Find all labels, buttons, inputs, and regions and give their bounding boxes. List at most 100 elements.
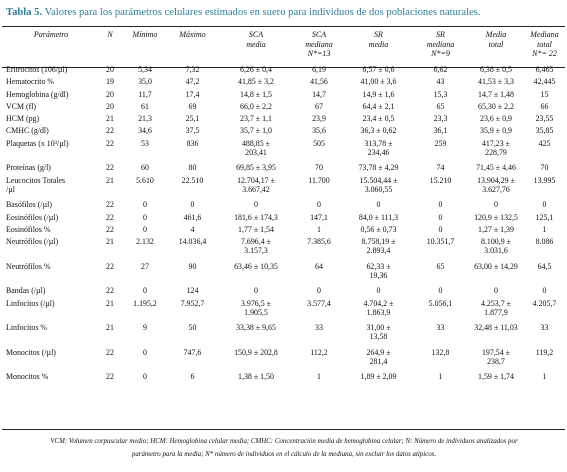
value-cell: 31,00 ±13,58 xyxy=(344,322,413,347)
value-cell: 0 xyxy=(413,199,468,211)
value-cell: 0 xyxy=(123,347,167,372)
value-cell: 22.510 xyxy=(167,175,218,200)
header-line: Mediana xyxy=(530,30,559,39)
cell-line: 23,3 xyxy=(433,114,448,124)
value-cell: 21 xyxy=(97,236,123,261)
cell-line: 31,00 ± xyxy=(366,323,391,333)
value-cell: 132,8 xyxy=(413,347,468,372)
value-cell: 14.036,4 xyxy=(167,236,218,261)
value-cell: 20 xyxy=(97,101,123,113)
value-cell: 181,6 ± 174,3 xyxy=(218,212,294,224)
value-cell: 63,00 ± 14,29 xyxy=(468,261,524,286)
cell-line: 80 xyxy=(188,163,197,173)
cell-line: 1,89 ± 2,09 xyxy=(360,372,397,382)
table-row: Neutrófilos (/µl) 21 2.132 14.036,4 7.696,4 … xyxy=(2,236,565,261)
cell-line: 0 xyxy=(376,286,381,296)
value-cell: 42,445 xyxy=(524,76,565,88)
cell-line: 0 xyxy=(438,224,443,234)
value-cell: 14,8 ± 1,5 xyxy=(218,89,294,101)
header-line: media xyxy=(246,39,266,49)
bottom-rule xyxy=(2,429,565,431)
cell-line: 22 xyxy=(106,138,114,148)
header-line: SR xyxy=(436,30,445,39)
cell-line: 0 xyxy=(542,286,547,296)
value-cell: 0 xyxy=(524,199,565,211)
value-cell: 69,85 ± 3,95 xyxy=(218,162,294,174)
column-header: SCA media xyxy=(218,27,294,64)
cell-line: 234,46 xyxy=(367,147,390,157)
value-cell: 37,5 xyxy=(167,125,218,137)
cell-line: 313,78 ± xyxy=(364,138,393,148)
value-cell: 6,57 ± 0,6 xyxy=(344,64,413,76)
value-cell: 15 xyxy=(524,89,565,101)
table-row: Hemoglobina (g/dl) 20 11,7 17,4 14,8 ± 1,5 14… xyxy=(2,89,565,101)
cell-line: 1,27 ± 1,39 xyxy=(478,224,514,234)
value-cell: 0 xyxy=(167,199,218,211)
value-cell: 0 xyxy=(123,285,167,297)
cell-line: 147,1 xyxy=(310,212,328,222)
cell-line: 70 xyxy=(540,163,549,173)
value-cell: 4.253,7 ±1.877,9 xyxy=(468,298,524,323)
value-cell: 90 xyxy=(167,261,218,286)
cell-line: 1 xyxy=(542,372,547,382)
value-cell: 0 xyxy=(123,224,167,236)
value-cell: 11.700 xyxy=(294,175,344,200)
cell-line: 6,465 xyxy=(535,65,554,74)
cell-line: 15 xyxy=(540,89,549,99)
cell-line: CMHC (g/dl) xyxy=(6,126,49,136)
cell-line: 17,4 xyxy=(185,89,200,99)
value-cell: 22 xyxy=(97,261,123,286)
cell-line: 0 xyxy=(143,347,147,357)
cell-line: 33 xyxy=(540,323,549,333)
value-cell: 14,7 ± 1,48 xyxy=(468,89,524,101)
value-cell: 488,85 ±203,41 xyxy=(218,138,294,163)
cell-line: 42,445 xyxy=(533,77,556,87)
value-cell: 21 xyxy=(97,113,123,125)
cell-line: 13.904,29 ± xyxy=(477,175,515,185)
cell-line: 22 xyxy=(106,372,114,382)
value-cell: 35,6 xyxy=(294,125,344,137)
cell-line: 21 xyxy=(106,175,114,185)
cell-line: 71,45 ± 4,46 xyxy=(476,163,516,173)
cell-line: 6 xyxy=(190,372,195,382)
cell-line: 8.100,9 ± xyxy=(481,237,511,247)
cell-line: 7.696,4 ± xyxy=(241,237,271,247)
value-cell: 313,78 ±234,46 xyxy=(344,138,413,163)
value-cell: 7.952,7 xyxy=(167,298,218,323)
table-footnote: VCM: Volumen corpuscular medio; HCM: Hem… xyxy=(4,435,564,461)
cell-line: 41,85 ± 3,2 xyxy=(238,77,274,87)
cell-line: 41,53 ± 3,3 xyxy=(478,77,514,87)
cell-line: 65 xyxy=(436,101,445,111)
value-cell: 2.132 xyxy=(123,236,167,261)
value-cell: 66,0 ± 2,2 xyxy=(218,101,294,113)
cell-line: 5.610 xyxy=(136,175,154,185)
table-row: Monocitos % 22 0 6 1,38 ± 1,50 1 1,89 ± 2,09 1 1… xyxy=(2,371,565,383)
value-cell: 3.577,4 xyxy=(294,298,344,323)
cell-line: 5.056,1 xyxy=(428,298,453,308)
cell-line: 25,1 xyxy=(185,114,200,124)
value-cell: 23,6 ± 0,9 xyxy=(468,113,524,125)
cell-line: 1,59 ± 1,74 xyxy=(478,372,514,382)
value-cell: 50 xyxy=(167,322,218,347)
value-cell: 0 xyxy=(344,285,413,297)
cell-line: 20 xyxy=(106,65,114,74)
cell-line: 70 xyxy=(315,163,323,173)
value-cell: 5.056,1 xyxy=(413,298,468,323)
parameter-cell: Hematocrito % xyxy=(2,76,97,88)
cell-line: 50 xyxy=(188,323,197,333)
value-cell: 0 xyxy=(413,212,468,224)
value-cell: 33 xyxy=(294,322,344,347)
cell-line: 1 xyxy=(438,372,443,382)
cell-line: 124 xyxy=(186,286,199,296)
cell-line: 35,9 ± 0,9 xyxy=(480,126,512,136)
parameter-cell: Linfocitos % xyxy=(2,322,97,347)
cell-line: 132,8 xyxy=(431,347,450,357)
value-cell: 3.976,5 ±1.905,5 xyxy=(218,298,294,323)
cell-line: 7.385,6 xyxy=(307,237,331,247)
cell-line: 259 xyxy=(434,138,447,148)
table-row: Bandas (/µl) 22 0 124 0 0 0 0 0 0 xyxy=(2,285,565,297)
column-header: N xyxy=(97,27,123,64)
cell-line: 22 xyxy=(106,212,114,222)
cell-line: 64 xyxy=(315,261,323,271)
value-cell: 43 xyxy=(413,76,468,88)
